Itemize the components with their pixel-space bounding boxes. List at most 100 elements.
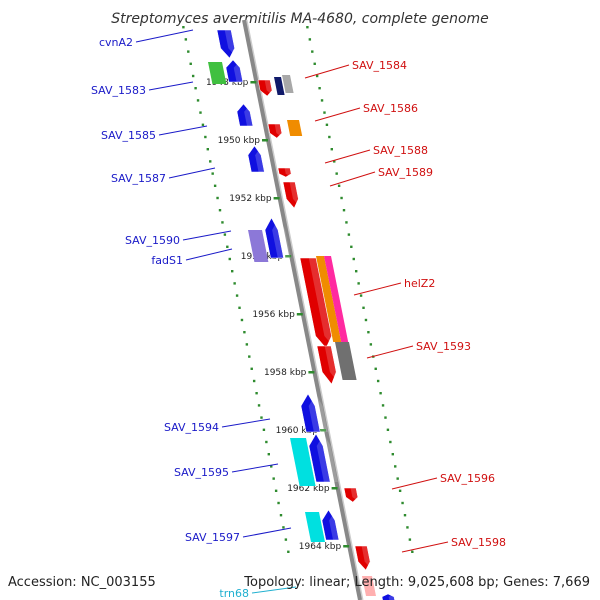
leader-line (185, 248, 233, 261)
gene-label-sav_1588[interactable]: SAV_1588 (373, 144, 428, 157)
leader-line (221, 418, 271, 428)
fadS1-gene[interactable] (264, 217, 291, 259)
gene-features[interactable] (208, 29, 402, 600)
SAV_1586-gene[interactable] (267, 123, 289, 139)
gene-label-fads1[interactable]: fadS1 (151, 254, 183, 267)
kbp-tick-mark (273, 197, 280, 200)
track-dot (381, 404, 385, 407)
track-dot (376, 379, 380, 383)
gene-label-sav_1595[interactable]: SAV_1595 (174, 466, 229, 479)
SAV_1595-gene[interactable] (290, 438, 316, 486)
track-dot (306, 26, 309, 29)
track-dot (270, 465, 273, 468)
gene-label-sav_1585[interactable]: SAV_1585 (101, 129, 156, 142)
topology-text: Topology: linear; Length: 9,025,608 bp; … (243, 575, 590, 590)
SAV_1586b-gene[interactable] (287, 120, 303, 136)
SAV_1583-gene[interactable] (208, 62, 227, 84)
gene-label-sav_1584[interactable]: SAV_1584 (352, 59, 407, 72)
cvnA2-gene[interactable] (216, 29, 243, 59)
track-dot (384, 416, 387, 419)
track-dot (201, 123, 205, 126)
helZ2c-gene[interactable] (324, 256, 349, 342)
SAV_1595b-gene[interactable] (308, 433, 338, 483)
gene-label-sav_1594[interactable]: SAV_1594 (164, 421, 219, 434)
track-dot (355, 270, 358, 273)
SAV_1584-gene[interactable] (257, 79, 279, 97)
SAV_1594-gene[interactable] (300, 393, 328, 433)
SAV_1584c-gene[interactable] (282, 75, 294, 93)
SAV_1596-gene[interactable] (343, 487, 365, 503)
track-dot (311, 50, 314, 53)
gene-label-helz2[interactable]: helZ2 (404, 277, 435, 290)
gene-label-sav_1589[interactable]: SAV_1589 (378, 166, 433, 179)
helZ2b-gene[interactable] (316, 256, 342, 342)
map-title: Streptomyces avermitilis MA-4680, comple… (111, 11, 489, 27)
SAV_1584b-gene[interactable] (274, 77, 285, 95)
track-dot (323, 111, 326, 114)
SAV_1593b-gene[interactable] (335, 342, 357, 380)
gene-label-sav_1593[interactable]: SAV_1593 (416, 340, 471, 353)
SAV_1597b-gene[interactable] (321, 509, 347, 541)
SAV_1590-gene[interactable] (248, 230, 269, 262)
track-dot (211, 172, 214, 175)
track-dot (233, 282, 236, 285)
track-dot (204, 135, 207, 139)
track-dot (191, 74, 195, 78)
track-dot (313, 62, 316, 65)
gene-label-sav_1596[interactable]: SAV_1596 (440, 472, 495, 485)
SAV_1589-gene[interactable] (282, 181, 305, 209)
trailing-gene[interactable] (381, 593, 402, 600)
gene-label-sav_1583[interactable]: SAV_1583 (91, 84, 146, 97)
leader-line (242, 527, 292, 538)
track-dot (340, 196, 343, 200)
track-dot (362, 306, 365, 309)
SAV_1583b-gene[interactable] (225, 59, 251, 83)
track-dot (255, 392, 258, 395)
track-dot (408, 538, 412, 541)
kbp-tick-label: 1956 kbp (252, 310, 295, 320)
SAV_1587-gene[interactable] (247, 145, 272, 173)
gene-label-sav_1597[interactable]: SAV_1597 (185, 531, 240, 544)
track-dot (274, 489, 278, 492)
track-dot (396, 477, 399, 480)
track-dot (240, 318, 244, 322)
track-dot (357, 282, 360, 285)
track-dot (272, 477, 275, 480)
gene-label-sav_1590[interactable]: SAV_1590 (125, 234, 180, 247)
leader-line (366, 345, 414, 359)
track-dot (330, 148, 333, 151)
track-dot (199, 111, 202, 114)
track-dot (403, 514, 407, 517)
gene-label-trn68[interactable]: trn68 (219, 587, 249, 600)
track-dot (398, 489, 402, 492)
gene-label-sav_1586[interactable]: SAV_1586 (363, 102, 418, 115)
SAV_1585-gene[interactable] (236, 103, 261, 127)
leader-line (401, 541, 449, 553)
SAV_1597-gene[interactable] (305, 512, 325, 542)
gene-label-sav_1587[interactable]: SAV_1587 (111, 172, 166, 185)
gene-label-cvna2[interactable]: cvnA2 (99, 36, 133, 49)
track-dot (352, 257, 355, 261)
track-dot (213, 184, 217, 187)
kbp-tick-mark (285, 255, 292, 258)
track-dot (411, 550, 414, 553)
leader-line (353, 282, 402, 296)
track-dot (189, 62, 192, 65)
leader-line (135, 29, 194, 43)
SAV_1588-gene[interactable] (277, 167, 298, 178)
track-dot (342, 209, 346, 212)
track-dot (335, 172, 338, 175)
SAV_1598b-gene[interactable] (362, 576, 376, 596)
kbp-tick-mark (308, 371, 315, 374)
SAV_1598-gene[interactable] (354, 545, 377, 571)
track-dot (267, 453, 270, 456)
kbp-tick-mark (262, 139, 268, 142)
gene-label-sav_1598[interactable]: SAV_1598 (451, 536, 506, 549)
track-dot (391, 453, 394, 456)
track-dot (231, 270, 234, 273)
track-dot (216, 196, 219, 200)
track-dot (318, 87, 321, 90)
track-dot (221, 221, 224, 224)
track-dot (206, 148, 209, 151)
